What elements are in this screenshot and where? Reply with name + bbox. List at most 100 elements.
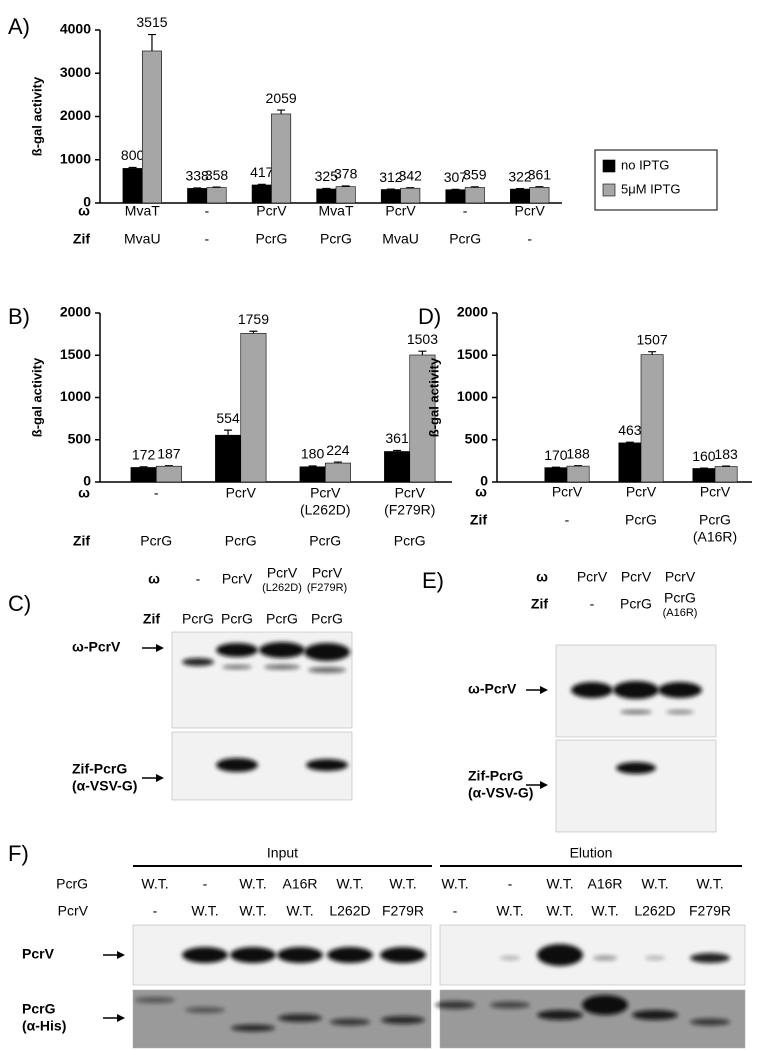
lane-label: - — [153, 903, 158, 919]
value-label: 183 — [714, 446, 738, 462]
lane-label: - — [590, 596, 595, 612]
lane-label: W.T. — [286, 903, 313, 919]
blot-label: PcrV — [22, 946, 55, 962]
band — [500, 956, 520, 960]
blot-label: (α-VSV-G) — [468, 785, 533, 801]
y-axis-label: ß-gal activity — [29, 357, 44, 437]
band — [231, 1024, 275, 1032]
row-label: Zif — [73, 231, 90, 247]
band — [537, 944, 583, 966]
lane-label: (F279R) — [307, 582, 347, 594]
lane-label: W.T. — [389, 876, 416, 892]
value-label: 160 — [692, 448, 716, 464]
lane-label: PcrV — [267, 565, 298, 581]
band — [593, 955, 617, 961]
lane-label: W.T. — [546, 876, 573, 892]
value-label: 463 — [618, 422, 642, 438]
category-label: - — [527, 231, 532, 247]
category-label: MvaU — [124, 231, 161, 247]
value-label: 307 — [444, 169, 468, 185]
category-label: - — [463, 203, 468, 219]
bar — [510, 188, 531, 204]
y-tick-label: 0 — [83, 194, 91, 210]
row-label: Zif — [73, 533, 90, 549]
band — [182, 658, 214, 666]
bar — [251, 184, 272, 204]
blot-label: (α-His) — [22, 1018, 66, 1034]
category-label: PcrG — [255, 231, 287, 247]
panel-label: C) — [8, 591, 31, 616]
arrow-head — [156, 644, 164, 652]
lane-label: W.T. — [239, 903, 266, 919]
row-label: ω — [475, 484, 487, 500]
group-label: Input — [267, 845, 298, 861]
y-tick-label: 1500 — [60, 346, 91, 362]
value-label: 554 — [216, 410, 240, 426]
blot-label: (α-VSV-G) — [72, 778, 137, 794]
lane-label: - — [196, 571, 201, 587]
y-tick-label: 1000 — [60, 388, 91, 404]
lane-label: PcrG — [221, 611, 253, 627]
lane-label: W.T. — [641, 876, 668, 892]
band — [330, 1018, 370, 1026]
band — [216, 643, 258, 657]
blot-label: Zif-PcrG — [468, 768, 523, 784]
y-tick-label: 0 — [83, 473, 91, 489]
bar — [141, 50, 162, 204]
legend-swatch — [602, 159, 616, 173]
bar — [640, 354, 664, 483]
lane-label: A16R — [282, 876, 317, 892]
arrow-head — [540, 686, 548, 694]
lane-label: F279R — [689, 903, 731, 919]
error-bar — [393, 449, 402, 452]
category-label: PcrG — [309, 533, 341, 549]
panel-label: D) — [418, 304, 441, 329]
value-label: 224 — [326, 442, 350, 458]
error-bar — [648, 351, 657, 355]
lane-label: PcrG — [182, 611, 214, 627]
error-bar — [257, 183, 266, 185]
value-label: 361 — [385, 430, 409, 446]
arrow-head — [117, 951, 125, 959]
y-axis-label: ß-gal activity — [29, 76, 44, 156]
category-label: PcrG — [225, 533, 257, 549]
arrow-head — [117, 1014, 125, 1022]
legend-box — [594, 149, 718, 211]
y-tick-label: 2000 — [457, 304, 488, 320]
category-label: (L262D) — [300, 502, 351, 518]
lane-label: W.T. — [336, 876, 363, 892]
bar — [130, 467, 157, 483]
error-bar — [341, 185, 350, 187]
category-label: - — [154, 485, 159, 501]
band — [222, 665, 252, 669]
band — [645, 956, 665, 960]
band — [690, 953, 730, 963]
panel-label: A) — [8, 14, 30, 39]
category-label: - — [205, 231, 210, 247]
value-label: 312 — [379, 169, 403, 185]
blot-label: ω-PcrV — [72, 639, 121, 655]
y-tick-label: 2000 — [60, 304, 91, 320]
y-axis-label: ß-gal activity — [426, 357, 441, 437]
band — [278, 1014, 322, 1022]
value-label: 361 — [528, 166, 552, 182]
band — [620, 710, 652, 714]
error-bar — [249, 330, 258, 334]
value-label: 172 — [132, 446, 156, 462]
error-bar — [418, 350, 427, 355]
category-label: (A16R) — [693, 529, 737, 545]
category-label: MvaT — [319, 203, 354, 219]
value-label: 378 — [334, 166, 358, 182]
bar — [618, 442, 642, 483]
value-label: 342 — [399, 167, 423, 183]
row-label: ω — [78, 485, 90, 501]
y-tick-label: 2000 — [60, 107, 91, 123]
lane-label: (L262D) — [262, 582, 302, 594]
blot-label: PcrG — [22, 1001, 56, 1017]
row-label: Zif — [470, 512, 487, 528]
lane-label: A16R — [587, 876, 622, 892]
row-label: ω — [536, 569, 548, 585]
bar — [324, 462, 351, 483]
lane-label: W.T. — [141, 876, 168, 892]
